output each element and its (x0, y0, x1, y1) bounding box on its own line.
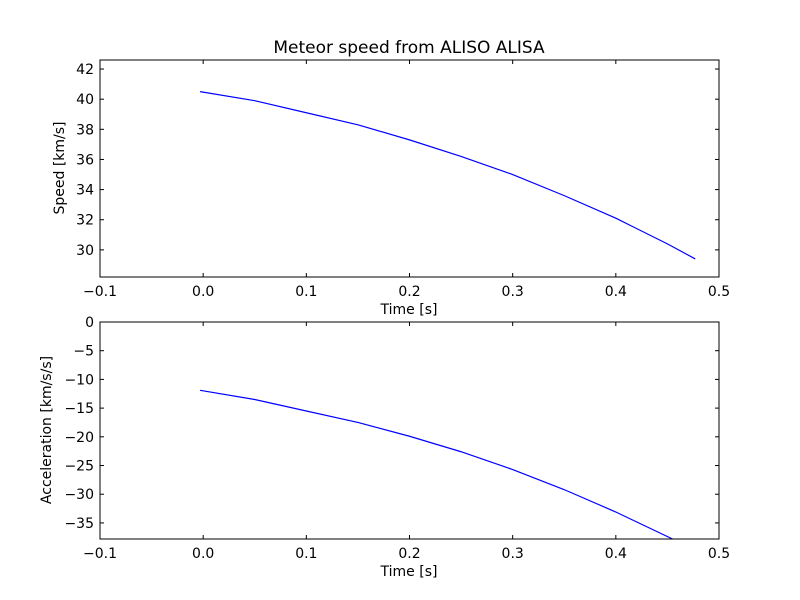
speed-plot-area: −0.1 0.0 0.1 0.2 0.3 0.4 0.5 30 32 34 36 38 40 42 (76, 59, 730, 300)
x-axis-label: Time [s] (380, 564, 438, 580)
x-tick-label: 0.5 (708, 546, 730, 562)
y-tick-label: −35 (64, 516, 94, 532)
x-tick-label: 0.4 (605, 546, 627, 562)
x-tick-label: 0.2 (398, 546, 420, 562)
y-tick-label: 30 (76, 243, 94, 259)
x-tick-label: 0.1 (295, 284, 317, 300)
chart-title: Meteor speed from ALISO ALISA (273, 38, 545, 58)
x-tick-label: −0.1 (83, 546, 117, 562)
y-tick-label: −10 (64, 372, 94, 388)
y-tick-label: −30 (64, 487, 94, 503)
x-tick-label: 0.5 (708, 284, 730, 300)
y-tick-label: 38 (76, 122, 94, 138)
y-tick-label: 0 (85, 315, 94, 331)
acceleration-plot-area: −0.1 0.0 0.1 0.2 0.3 0.4 0.5 0 −5 −10 −15 −20 −25 −30… (64, 315, 730, 562)
x-tick-label: 0.3 (502, 284, 524, 300)
y-tick-label: 34 (76, 183, 94, 199)
y-tick-label: 36 (76, 152, 94, 168)
y-axis-label: Acceleration [km/s/s] (39, 356, 55, 504)
x-tick-label: 0.2 (398, 284, 420, 300)
y-tick-label: 32 (76, 213, 94, 229)
x-tick-label: 0.0 (192, 284, 214, 300)
data-line-series-0 (199, 91, 696, 260)
y-tick-label: 40 (76, 92, 94, 108)
data-line-series-0 (199, 389, 673, 539)
x-tick-label: 0.4 (605, 284, 627, 300)
y-tick-label: −20 (64, 430, 94, 446)
y-axis-label: Speed [km/s] (52, 121, 68, 214)
axes-frame (99, 321, 720, 540)
axes-frame (99, 59, 720, 278)
y-tick-label: 42 (76, 62, 94, 78)
x-tick-label: −0.1 (83, 284, 117, 300)
acceleration-panel: −0.1 0.0 0.1 0.2 0.3 0.4 0.5 0 −5 −10 −15 −20 −25 −30… (39, 315, 730, 580)
y-tick-label: −15 (64, 401, 94, 417)
x-tick-label: 0.3 (502, 546, 524, 562)
x-axis-label: Time [s] (380, 302, 438, 318)
x-tick-label: 0.0 (192, 546, 214, 562)
x-tick-label: 0.1 (295, 546, 317, 562)
speed-panel: Meteor speed from ALISO ALISA −0.1 0.0 0.1… (52, 38, 730, 318)
y-tick-label: −5 (73, 344, 94, 360)
y-tick-label: −25 (64, 459, 94, 475)
